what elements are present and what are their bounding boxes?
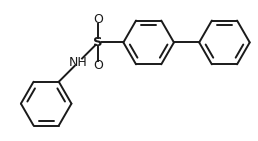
Text: S: S	[93, 36, 103, 49]
Text: O: O	[93, 13, 103, 26]
Text: O: O	[93, 59, 103, 72]
Text: NH: NH	[69, 56, 88, 69]
